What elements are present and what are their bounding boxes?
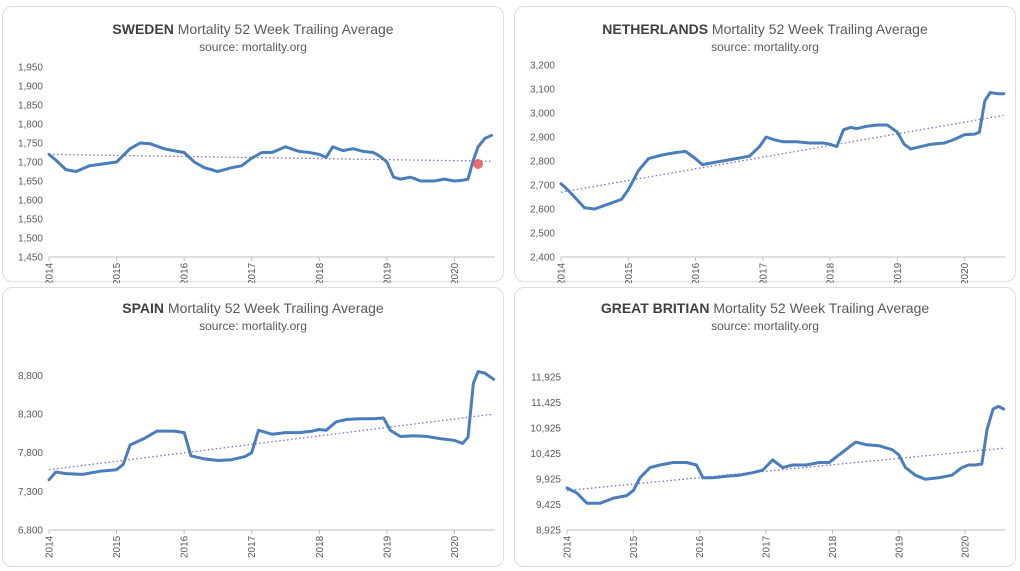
trend-line [48, 153, 492, 162]
series-line [565, 404, 1006, 505]
y-tick-label: 8,300 [18, 410, 43, 421]
x-tick-label: 2017 [247, 535, 258, 558]
x-tick-label: 2016 [691, 262, 702, 283]
chart-title: NETHERLANDS Mortality 52 Week Trailing A… [602, 21, 928, 37]
x-tick-label: 2018 [826, 262, 837, 283]
y-tick-label: 1,950 [18, 63, 43, 74]
cursor-marker [473, 158, 484, 169]
y-tick-label: 1,750 [18, 139, 43, 150]
y-tick-label: 9,425 [536, 500, 561, 511]
y-tick-label: 2,500 [530, 229, 555, 240]
x-tick-label: 2020 [450, 535, 461, 558]
chart-panel-netherlands: NETHERLANDS Mortality 52 Week Trailing A… [514, 6, 1016, 283]
y-tick-label: 8,800 [18, 371, 43, 382]
y-tick-label: 1,550 [18, 215, 43, 226]
y-tick-label: 1,450 [18, 253, 43, 264]
y-tick-label: 2,700 [530, 181, 555, 192]
chart-svg: 11,92511,42510,92510,4259,9259,4258,9252… [530, 373, 1006, 558]
x-tick-label: 2020 [450, 262, 461, 283]
trend-line [48, 413, 494, 471]
y-tick-label: 1,650 [18, 177, 43, 188]
y-tick-label: 1,500 [18, 234, 43, 245]
chart-panel-spain: SPAIN Mortality 52 Week Trailing Average… [2, 287, 504, 567]
x-tick-label: 2020 [960, 262, 971, 283]
x-tick-label: 2017 [758, 262, 769, 283]
chart-title: SPAIN Mortality 52 Week Trailing Average [122, 300, 384, 316]
x-tick-label: 2015 [112, 535, 123, 558]
chart-subtitle: source: mortality.org [711, 319, 819, 333]
y-tick-label: 9,925 [536, 475, 561, 486]
chart-subtitle: source: mortality.org [199, 40, 307, 54]
x-tick-label: 2015 [624, 262, 635, 283]
y-tick-label: 1,900 [18, 82, 43, 93]
chart-subtitle: source: mortality.org [711, 40, 819, 54]
y-tick-label: 7,800 [18, 448, 43, 459]
y-tick-label: 3,200 [530, 61, 555, 72]
x-tick-label: 2019 [893, 262, 904, 283]
chart-subtitle: source: mortality.org [199, 319, 307, 333]
trend-line [560, 114, 1004, 193]
y-tick-label: 2,600 [530, 205, 555, 216]
x-tick-label: 2018 [315, 535, 326, 558]
y-tick-label: 2,900 [530, 133, 555, 144]
x-tick-label: 2017 [247, 262, 258, 283]
series-line [47, 370, 496, 482]
x-tick-label: 2018 [315, 262, 326, 283]
chart-title: SWEDEN Mortality 52 Week Trailing Averag… [112, 21, 394, 37]
x-tick-label: 2016 [695, 535, 706, 558]
trend-line [566, 447, 1004, 492]
y-tick-label: 10,425 [530, 449, 561, 460]
series-line [559, 91, 1006, 211]
y-tick-label: 10,925 [530, 424, 561, 435]
x-tick-label: 2017 [762, 535, 773, 558]
x-tick-label: 2016 [180, 535, 191, 558]
x-tick-label: 2015 [112, 262, 123, 283]
x-tick-label: 2014 [45, 535, 56, 558]
y-tick-label: 2,400 [530, 253, 555, 264]
y-tick-label: 7,300 [18, 487, 43, 498]
chart-title: GREAT BRITIAN Mortality 52 Week Trailing… [600, 300, 930, 316]
x-tick-label: 2015 [629, 535, 640, 558]
y-tick-label: 1,700 [18, 158, 43, 169]
y-tick-label: 2,800 [530, 157, 555, 168]
chart-panel-sweden: SWEDEN Mortality 52 Week Trailing Averag… [2, 6, 504, 283]
chart-svg: 3,200 3,100 3,000 2,900 2,800 2,700 2,600 2,500… [530, 61, 1006, 283]
y-tick-label: 11,425 [531, 398, 561, 409]
y-tick-label: 8,925 [536, 526, 561, 537]
x-tick-label: 2019 [382, 262, 393, 283]
x-tick-label: 2014 [557, 262, 568, 283]
y-tick-label: 6,800 [18, 526, 43, 537]
y-tick-label: 3,000 [530, 109, 555, 120]
x-tick-label: 2019 [894, 535, 905, 558]
chart-panel-great-britain: GREAT BRITIAN Mortality 52 Week Trailing… [514, 287, 1016, 567]
y-tick-label: 1,600 [18, 196, 43, 207]
y-tick-label: 1,800 [18, 120, 43, 131]
chart-svg: 1,950 1,900 1,850 1,800 1,750 1,700 1,650 1,600… [18, 63, 495, 283]
y-tick-label: 3,100 [530, 85, 555, 96]
y-tick-label: 1,850 [18, 101, 43, 112]
x-tick-label: 2019 [382, 535, 393, 558]
x-tick-label: 2020 [961, 535, 972, 558]
y-tick-label: 11,925 [531, 373, 561, 384]
x-tick-label: 2014 [45, 262, 56, 283]
x-tick-label: 2014 [563, 535, 574, 558]
x-tick-label: 2018 [828, 535, 839, 558]
series-line [47, 133, 494, 183]
x-tick-label: 2016 [180, 262, 191, 283]
